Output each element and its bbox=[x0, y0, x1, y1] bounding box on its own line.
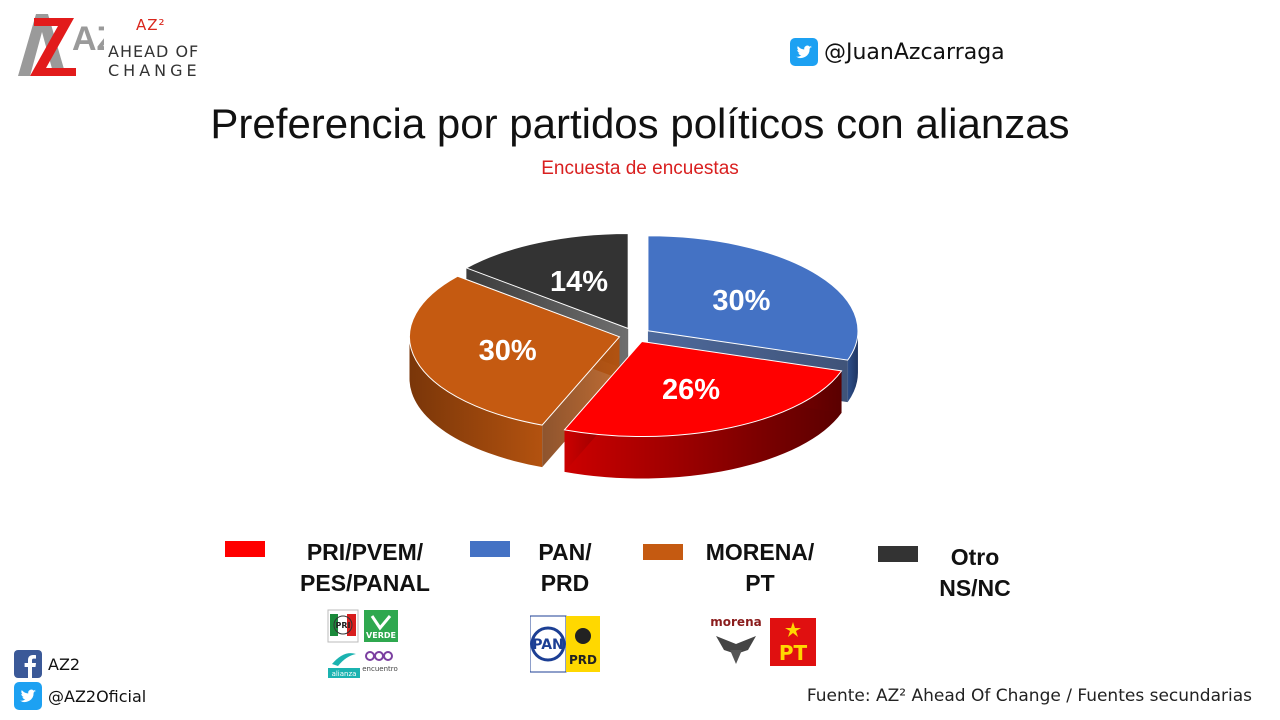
legend-label-pan-line1: PAN/ bbox=[538, 539, 592, 565]
brand-logo: AZ2 AZ² AHEAD OF CHANGE bbox=[12, 10, 212, 82]
chart-subtitle: Encuesta de encuestas bbox=[541, 158, 739, 179]
legend-label-otro-line1: Otro bbox=[950, 544, 1000, 570]
slice-label-morena: 30% bbox=[479, 335, 537, 367]
pie-chart: 14% 30% 30% 26% bbox=[409, 232, 859, 479]
twitter-handle-text: @JuanAzcarraga bbox=[824, 39, 1005, 65]
morena-logo: morena bbox=[710, 615, 762, 664]
prd-logo: PRD bbox=[566, 616, 600, 672]
legend-label-otro: Otro NS/NC bbox=[925, 542, 1025, 604]
legend-label-morena-line1: MORENA/ bbox=[705, 539, 815, 565]
legend-label-morena-line2: PT bbox=[745, 570, 775, 596]
twitter-link[interactable]: @AZ2Oficial bbox=[14, 680, 146, 712]
party-logos-pan-group: PAN PRD bbox=[530, 615, 600, 673]
legend-label-pan: PAN/ PRD bbox=[525, 537, 605, 599]
pan-logo: PAN bbox=[530, 615, 567, 673]
slice-otro bbox=[465, 232, 629, 330]
verde-logo-text: VERDE bbox=[366, 631, 396, 640]
facebook-link[interactable]: AZ2 bbox=[14, 648, 146, 680]
twitter-handle-top[interactable]: @JuanAzcarraga bbox=[790, 36, 1005, 68]
legend-label-otro-line2: NS/NC bbox=[939, 575, 1011, 601]
chart-title: Preferencia por partidos políticos con a… bbox=[210, 100, 1070, 147]
legend-swatch-otro bbox=[878, 546, 918, 562]
party-logos-pri-group: PRI VERDE alianza encuentro bbox=[327, 609, 398, 678]
nueva-alianza-logo: alianza bbox=[328, 646, 360, 678]
prd-logo-text: PRD bbox=[569, 653, 597, 667]
logo-superscript: AZ² bbox=[136, 16, 166, 34]
slice-label-otro: 14% bbox=[550, 266, 608, 298]
pt-logo: PT bbox=[770, 618, 816, 666]
facebook-icon bbox=[14, 650, 42, 678]
twitter-icon bbox=[790, 38, 818, 66]
social-links: AZ2 @AZ2Oficial bbox=[14, 648, 146, 712]
slice-pri bbox=[563, 340, 843, 438]
az2-logo-mark: AZ2 bbox=[18, 14, 104, 76]
pri-logo-text: PRI bbox=[336, 621, 351, 630]
pri-logo: PRI bbox=[327, 609, 359, 643]
slice-morena bbox=[409, 275, 621, 426]
legend-swatch-pan bbox=[470, 541, 510, 557]
verde-logo: VERDE bbox=[364, 610, 398, 642]
logo-line-2: CHANGE bbox=[108, 61, 201, 80]
twitter-icon bbox=[14, 682, 42, 710]
facebook-handle: AZ2 bbox=[48, 654, 81, 674]
twitter-handle-bottom: @AZ2Oficial bbox=[48, 686, 147, 706]
slice-pan bbox=[647, 235, 859, 361]
party-logos-morena-group: morena PT bbox=[710, 615, 816, 666]
legend-swatch-morena bbox=[643, 544, 683, 560]
slice-label-pri: 26% bbox=[662, 374, 720, 406]
logo-mark-text: AZ2 bbox=[72, 20, 104, 58]
encuentro-logo-text: encuentro bbox=[362, 665, 398, 673]
legend-label-pri: PRI/PVEM/ PES/PANAL bbox=[290, 537, 440, 599]
legend-label-morena: MORENA/ PT bbox=[695, 537, 825, 599]
alianza-logo-text: alianza bbox=[332, 670, 357, 678]
legend-swatch-pri bbox=[225, 541, 265, 557]
pt-logo-text: PT bbox=[779, 641, 808, 665]
morena-logo-text: morena bbox=[710, 615, 761, 629]
logo-line-1: AHEAD OF bbox=[108, 42, 200, 61]
source-note: Fuente: AZ² Ahead Of Change / Fuentes se… bbox=[806, 686, 1252, 706]
pan-logo-text: PAN bbox=[532, 637, 564, 653]
legend-label-pri-line1: PRI/PVEM/ bbox=[306, 539, 424, 565]
legend-label-pri-line2: PES/PANAL bbox=[300, 570, 430, 596]
slice-label-pan: 30% bbox=[712, 285, 770, 317]
encuentro-social-logo: encuentro bbox=[362, 651, 398, 673]
legend-label-pan-line2: PRD bbox=[540, 570, 590, 596]
